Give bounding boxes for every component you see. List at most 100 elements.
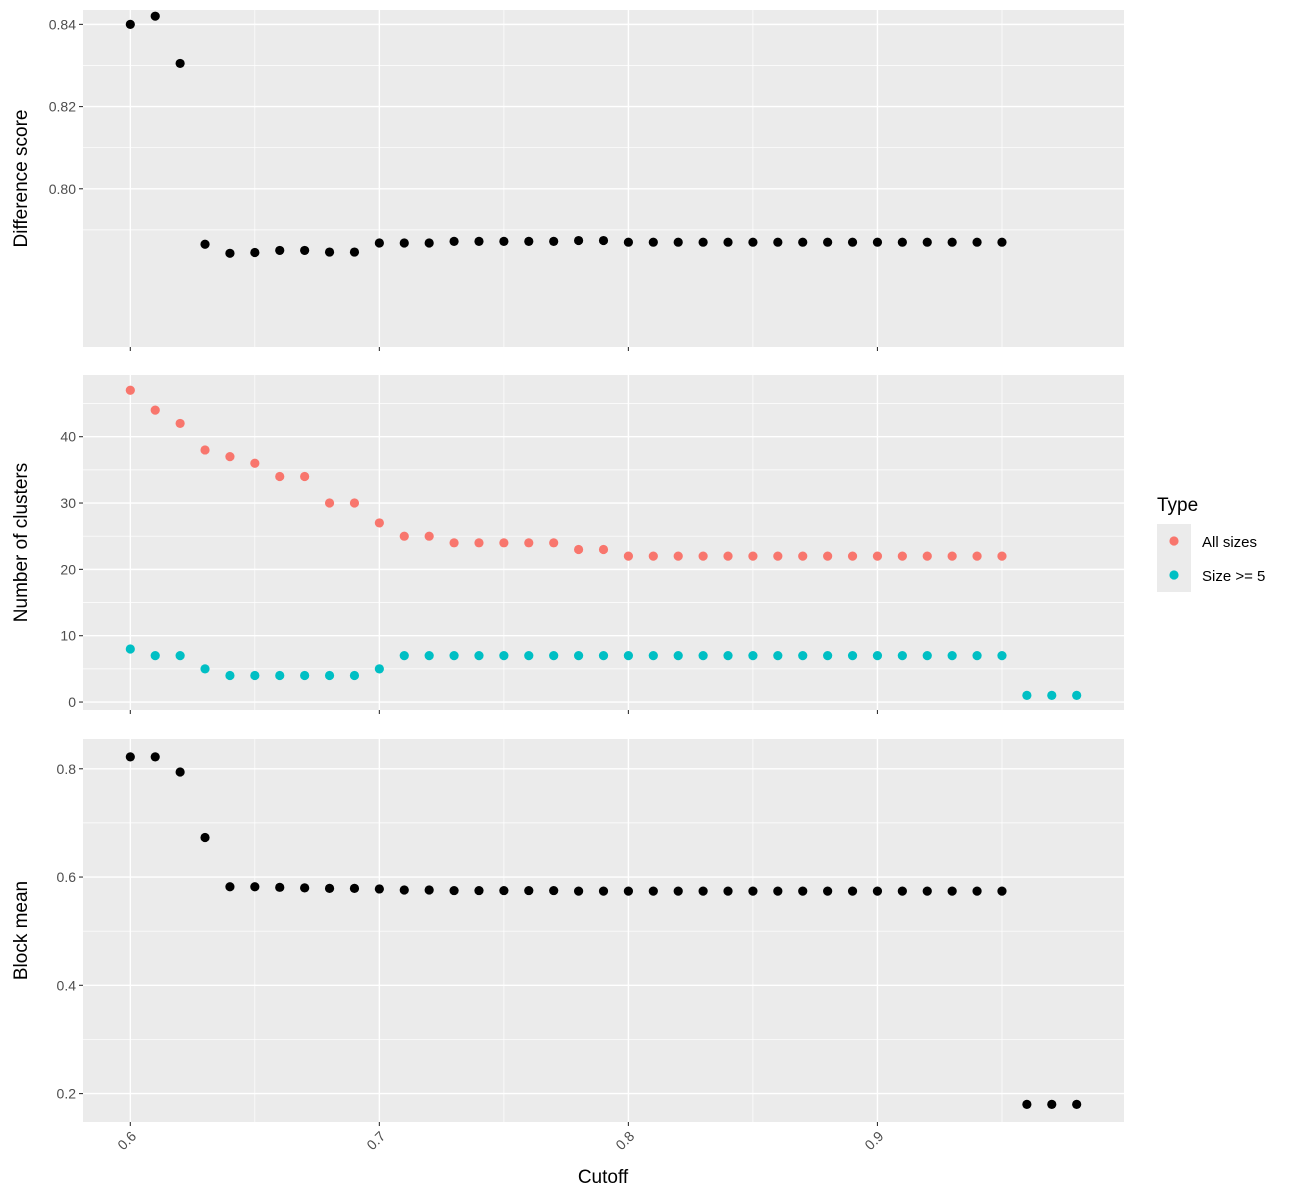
data-point — [175, 651, 185, 661]
data-point — [275, 882, 285, 892]
data-point — [623, 886, 634, 896]
data-point — [723, 551, 733, 561]
data-point — [748, 551, 758, 561]
data-point — [549, 651, 559, 661]
data-point — [773, 886, 783, 896]
data-point — [872, 886, 883, 896]
data-point — [922, 886, 932, 896]
x-axis-title: Cutoff — [578, 1167, 629, 1188]
data-point — [648, 651, 658, 661]
data-point — [300, 245, 310, 256]
data-point — [324, 670, 335, 681]
data-point — [399, 531, 409, 541]
data-point — [324, 247, 335, 257]
data-point — [250, 247, 260, 258]
data-point — [1022, 1099, 1032, 1110]
data-point — [897, 237, 907, 247]
y-tick-label: 0.80 — [49, 181, 76, 197]
data-point — [524, 651, 534, 661]
y-axis-title: Block mean — [11, 881, 32, 980]
series-size-5 — [125, 644, 1082, 701]
data-point — [275, 471, 285, 482]
y-tick-label: 0.4 — [57, 977, 77, 993]
data-point — [250, 670, 260, 681]
data-point — [349, 670, 360, 681]
data-point — [424, 885, 434, 895]
data-point — [997, 886, 1007, 896]
data-point — [798, 551, 808, 561]
data-point — [773, 237, 783, 247]
data-point — [349, 247, 360, 257]
data-point — [847, 551, 858, 561]
data-point — [922, 651, 932, 661]
data-point — [175, 58, 185, 69]
data-point — [872, 551, 883, 561]
data-point — [997, 551, 1007, 561]
data-point — [648, 886, 658, 896]
legend-label-all-sizes: All sizes — [1202, 534, 1257, 551]
data-point — [947, 886, 957, 896]
data-point — [847, 651, 858, 661]
data-point — [773, 551, 783, 561]
data-point — [847, 886, 858, 896]
data-point — [673, 886, 683, 896]
data-point — [773, 651, 783, 661]
y-axis-title: Number of clusters — [11, 463, 32, 622]
data-point — [524, 885, 534, 896]
data-point — [698, 551, 708, 561]
data-point — [1047, 1099, 1057, 1110]
data-point — [424, 651, 434, 661]
data-point — [300, 471, 310, 482]
data-point — [549, 538, 559, 548]
data-point — [349, 498, 360, 508]
data-point — [125, 644, 135, 654]
data-point — [300, 883, 310, 893]
data-point — [349, 883, 360, 894]
panels: 0.80 0.82 0.84 Difference score 0 10 20 30 40 Num… — [11, 10, 1124, 1126]
x-tick-label: 0.6 — [114, 1128, 139, 1153]
data-point — [499, 538, 509, 548]
data-point — [150, 651, 160, 661]
data-point — [150, 752, 160, 762]
y-tick-label: 0.84 — [49, 16, 76, 32]
data-point — [573, 235, 584, 246]
y-tick-label: 10 — [60, 628, 76, 644]
data-point — [972, 651, 982, 661]
data-point — [549, 236, 559, 246]
data-point — [175, 767, 185, 777]
data-point — [573, 544, 584, 555]
data-point — [723, 237, 733, 247]
legend-title: Type — [1157, 495, 1198, 516]
data-point — [648, 551, 658, 561]
data-point — [922, 551, 932, 561]
panel-block-mean: 0.2 0.4 0.6 0.8 Block mean — [11, 739, 1124, 1126]
y-tick-label: 0 — [68, 694, 76, 710]
data-point — [374, 238, 384, 248]
data-point — [723, 651, 733, 661]
x-tick-label: 0.9 — [861, 1128, 886, 1153]
data-point — [673, 237, 683, 247]
data-point — [250, 458, 260, 468]
y-tick-label: 40 — [60, 429, 76, 445]
data-point — [399, 651, 409, 661]
data-point — [499, 236, 509, 246]
data-point — [200, 239, 210, 249]
data-point — [524, 538, 534, 548]
data-point — [474, 236, 484, 246]
data-point — [150, 405, 160, 415]
data-point — [300, 670, 310, 681]
data-point — [449, 885, 459, 896]
data-point — [549, 885, 559, 896]
x-tick-label: 0.8 — [612, 1128, 637, 1153]
data-point — [125, 19, 135, 29]
data-point — [324, 883, 335, 894]
data-point — [573, 651, 584, 661]
data-point — [598, 235, 609, 246]
data-point — [748, 886, 758, 896]
data-point — [798, 651, 808, 661]
data-point — [823, 551, 833, 561]
data-point — [1072, 690, 1082, 701]
y-axis-title: Difference score — [11, 110, 32, 248]
data-point — [275, 245, 285, 256]
